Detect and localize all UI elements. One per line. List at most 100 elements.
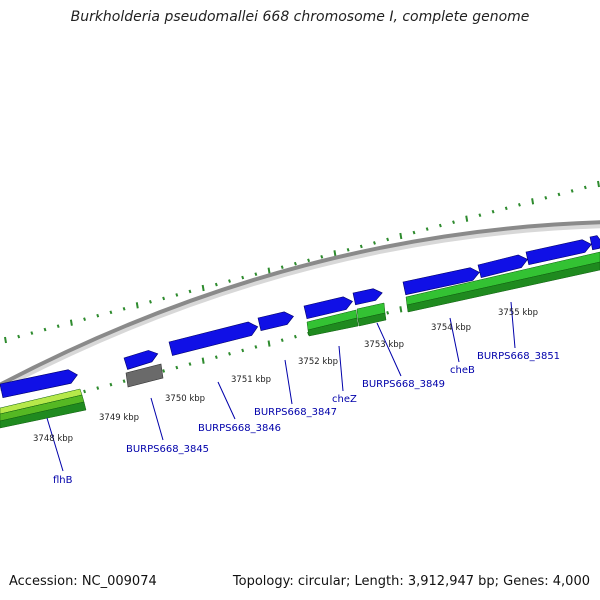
outer-tick xyxy=(43,327,47,332)
gene-label: BURPS668_3847 xyxy=(254,407,337,418)
outer-tick xyxy=(333,250,337,257)
outer-tick xyxy=(214,282,218,287)
inner-tick xyxy=(228,352,231,356)
gene-arrow-3845 xyxy=(123,350,159,370)
outer-tick xyxy=(17,334,21,339)
label-leader-lines xyxy=(46,301,516,472)
outer-tick xyxy=(149,300,152,304)
inner-tick xyxy=(201,357,205,364)
outer-tick xyxy=(346,248,350,252)
outer-tick xyxy=(228,279,231,283)
outer-tick xyxy=(162,296,166,301)
outer-tick xyxy=(425,227,429,231)
gene-arrow-3846 xyxy=(168,321,259,356)
kbp-label: 3754 kbp xyxy=(431,323,471,333)
inner-tick xyxy=(254,345,258,349)
gene-label-group: flhB BURPS668_3845 BURPS668_3846 BURPS668_3… xyxy=(53,351,560,486)
outer-tick xyxy=(359,244,363,249)
outer-tick xyxy=(96,313,100,318)
genome-summary-label: Topology: circular; Length: 3,912,947 bp… xyxy=(232,574,590,589)
cds-band-chez-dark xyxy=(307,317,359,337)
leader-line xyxy=(150,397,164,441)
accession-label: Accession: NC_009074 xyxy=(9,574,157,589)
leader-line xyxy=(376,322,402,377)
outer-tick xyxy=(109,310,113,315)
gene-label: BURPS668_3846 xyxy=(198,423,281,434)
outer-tick xyxy=(122,306,126,311)
outer-tick xyxy=(188,289,192,294)
outer-tick xyxy=(517,202,521,207)
kbp-label: 3752 kbp xyxy=(298,357,338,367)
outer-tick xyxy=(201,284,205,292)
cds-band-right xyxy=(405,251,600,306)
outer-tick xyxy=(386,237,390,242)
gene-arrow-3851 xyxy=(477,254,529,278)
kbp-label: 3753 kbp xyxy=(364,340,404,350)
outer-tick xyxy=(135,302,139,309)
gene-label: BURPS668_3849 xyxy=(362,379,445,390)
inner-tick xyxy=(241,348,245,353)
gene-label: cheB xyxy=(450,365,475,376)
outer-tick-track xyxy=(4,180,600,344)
leader-line xyxy=(510,301,516,349)
outer-tick xyxy=(280,265,284,270)
inner-tick xyxy=(175,365,179,370)
leader-line xyxy=(46,417,64,472)
gene-label: BURPS668_3845 xyxy=(126,444,209,455)
inner-tick xyxy=(267,340,271,347)
outer-tick xyxy=(83,317,87,322)
inner-tick xyxy=(280,338,284,342)
cds-band-dark xyxy=(0,401,87,429)
backbone-shadow xyxy=(0,222,600,392)
leader-line xyxy=(449,317,460,363)
gene-arrow-edge xyxy=(589,235,600,251)
inner-tick xyxy=(122,379,126,384)
outer-tick xyxy=(452,220,455,224)
gene-arrow-next xyxy=(525,239,592,266)
outer-tick xyxy=(175,293,179,297)
outer-tick xyxy=(557,192,561,197)
outer-tick xyxy=(399,232,403,240)
outer-tick xyxy=(241,275,245,280)
outer-tick xyxy=(570,189,574,193)
inner-tick xyxy=(399,306,403,313)
gene-label: flhB xyxy=(53,475,73,486)
outer-tick xyxy=(267,267,271,274)
outer-tick xyxy=(412,230,416,235)
inner-tick xyxy=(386,310,390,315)
kbp-label: 3749 kbp xyxy=(99,413,139,423)
outer-tick xyxy=(307,258,311,263)
outer-tick xyxy=(478,213,482,218)
inner-tick xyxy=(96,386,100,390)
outer-tick xyxy=(597,180,600,188)
kbp-label: 3750 kbp xyxy=(165,394,205,404)
leader-line xyxy=(217,381,236,420)
outer-tick xyxy=(56,324,60,328)
inner-tick xyxy=(188,362,192,366)
gene-track xyxy=(0,235,600,399)
outer-tick xyxy=(4,336,7,344)
gene-arrow-3847 xyxy=(257,311,294,332)
kbp-label-group: 3748 kbp 3749 kbp 3750 kbp 3751 kbp 3752 kbp… xyxy=(33,308,538,444)
outer-tick xyxy=(544,196,548,200)
outer-tick xyxy=(320,254,324,259)
gene-label: BURPS668_3851 xyxy=(477,351,560,362)
kbp-label: 3755 kbp xyxy=(498,308,538,318)
gene-label: cheZ xyxy=(332,394,357,405)
gene-arrow-grey xyxy=(125,363,164,388)
inner-tick xyxy=(109,382,113,387)
gene-arrow-chez xyxy=(303,296,353,320)
outer-tick xyxy=(465,215,469,222)
outer-tick xyxy=(491,209,495,214)
map-title: Burkholderia pseudomallei 668 chromosome… xyxy=(70,9,530,25)
outer-tick xyxy=(373,241,376,245)
outer-tick xyxy=(254,272,258,276)
kbp-label: 3751 kbp xyxy=(231,375,271,385)
gene-arrow-flhb xyxy=(0,369,78,399)
outer-tick xyxy=(69,319,73,326)
outer-tick xyxy=(583,185,587,190)
inner-tick xyxy=(162,369,166,373)
cds-band-3849-dark xyxy=(357,312,387,327)
leader-line xyxy=(284,359,293,405)
